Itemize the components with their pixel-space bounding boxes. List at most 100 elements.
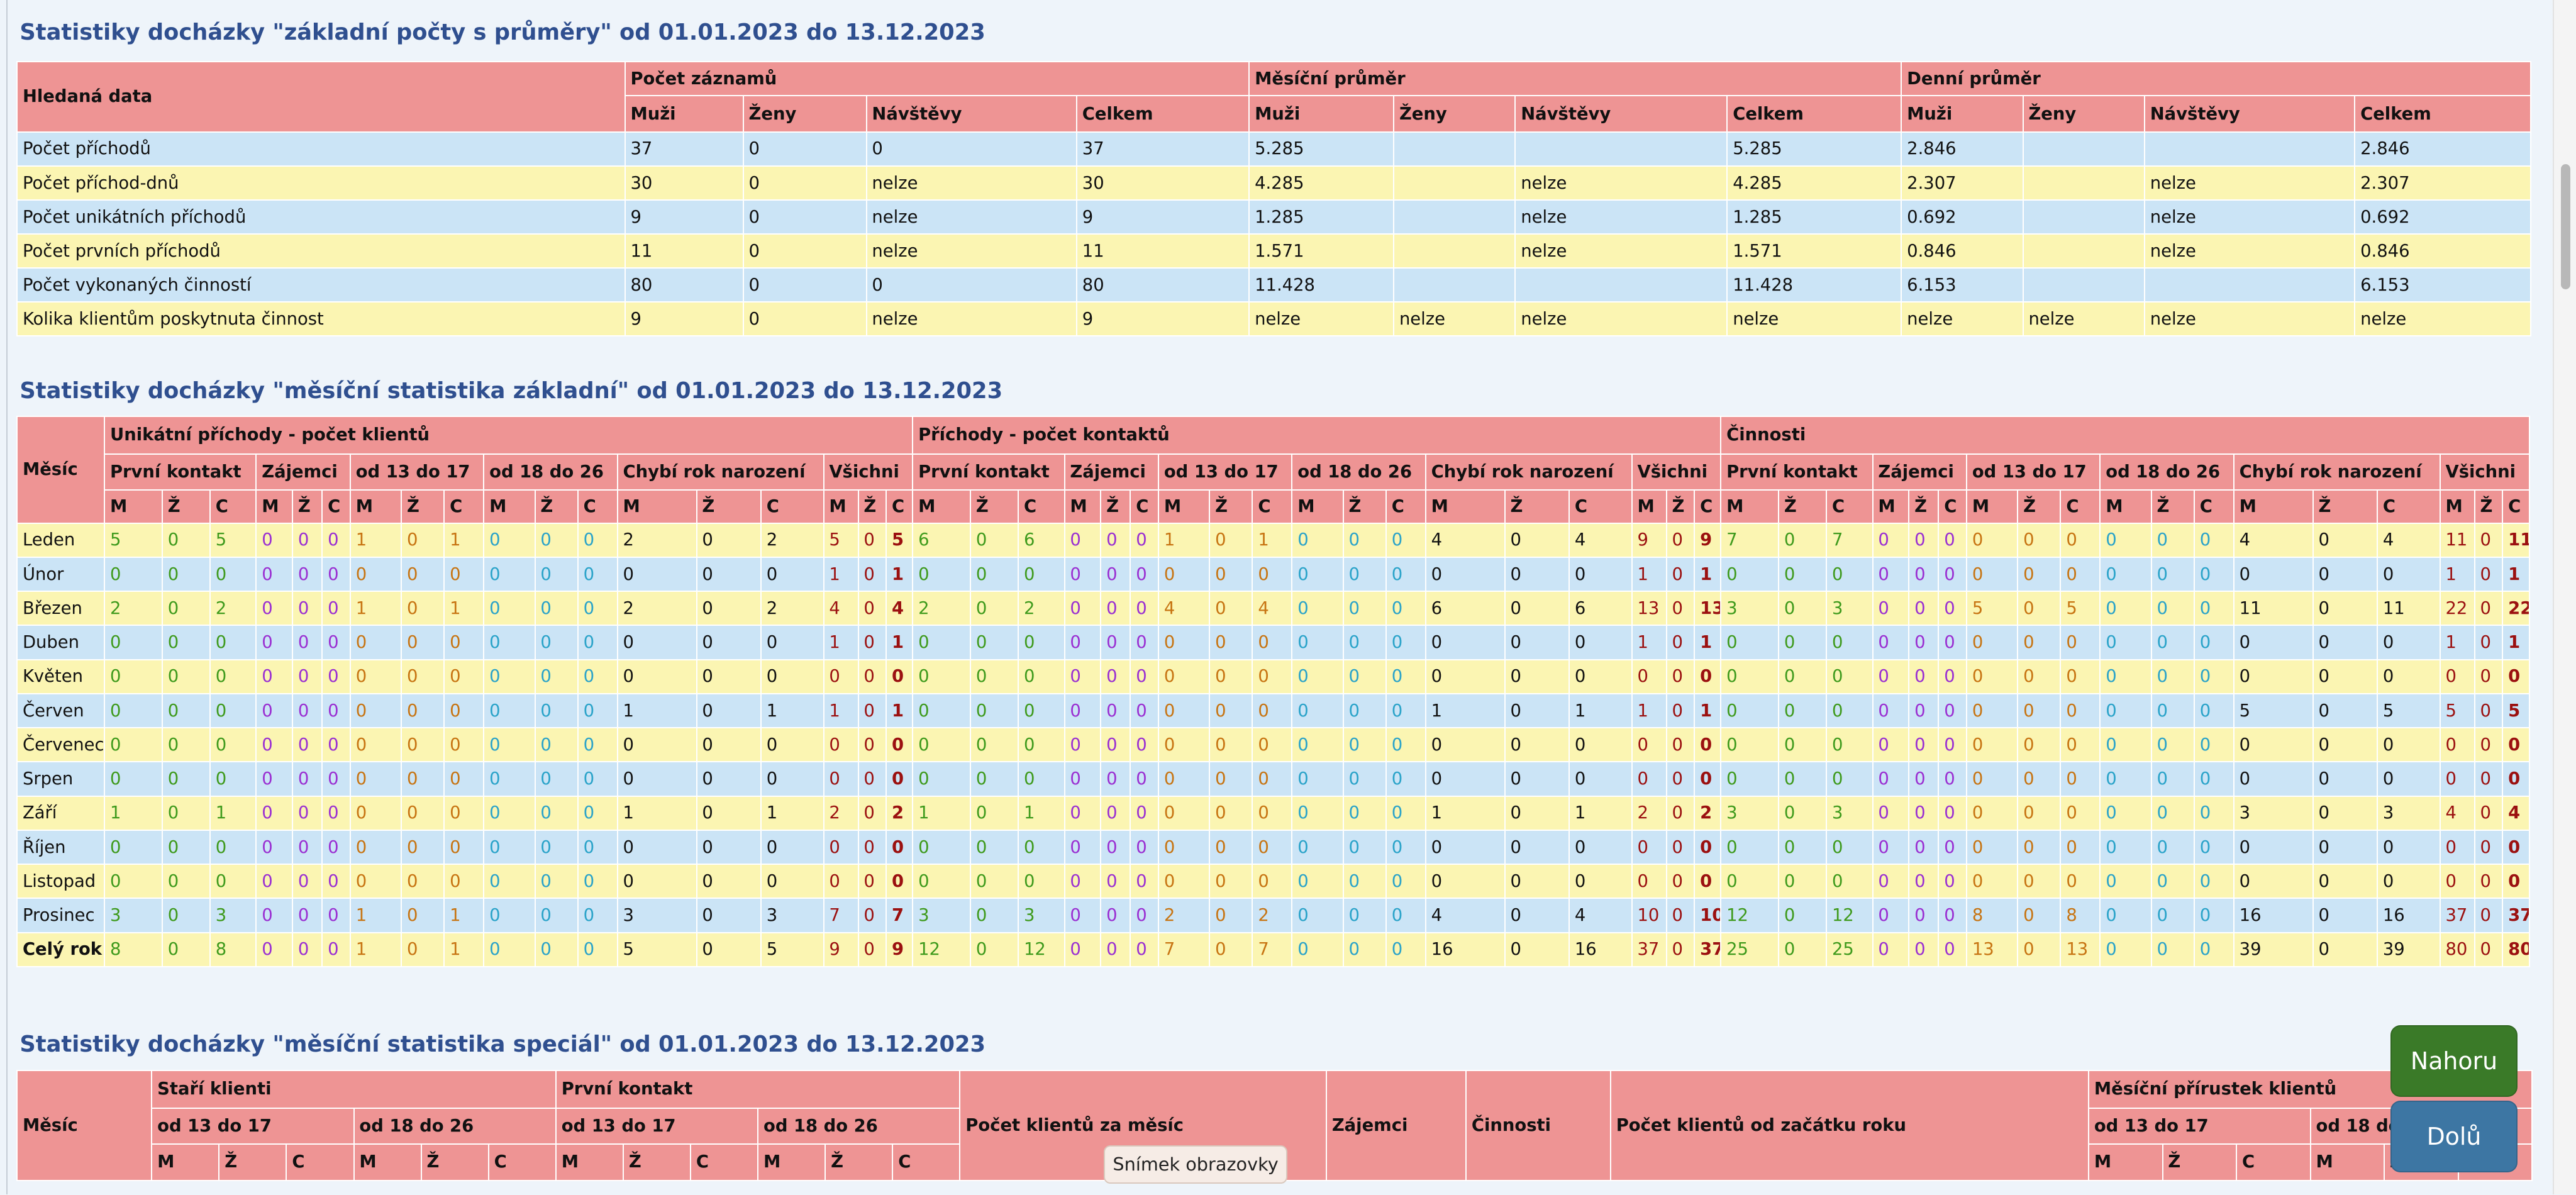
cell: nelze bbox=[1514, 301, 1728, 337]
cell: 0 bbox=[1938, 692, 1968, 729]
column-header: M bbox=[349, 489, 402, 524]
cell: 2 bbox=[760, 522, 824, 558]
cell: 0 bbox=[1291, 692, 1344, 729]
group-header: Počet klientů od začátku roku bbox=[1609, 1069, 2090, 1181]
cell: 9 bbox=[1075, 301, 1250, 337]
cell: 5.285 bbox=[1248, 131, 1395, 167]
cell: 0 bbox=[1252, 795, 1293, 831]
cell: 0 bbox=[1100, 864, 1131, 899]
group-header: Unikátní příchody - počet klientů bbox=[104, 415, 914, 455]
cell: 1 bbox=[886, 556, 914, 592]
cell: 0 bbox=[696, 591, 762, 626]
scroll-top-button[interactable]: Nahoru bbox=[2390, 1025, 2518, 1097]
cell: 0 bbox=[1631, 659, 1667, 694]
cell: 0 bbox=[823, 727, 859, 763]
cell: 4 bbox=[2233, 522, 2314, 558]
row-header: Měsíc bbox=[16, 415, 106, 524]
cell: 0 bbox=[1665, 692, 1696, 729]
subgroup-header: od 18 do 26 bbox=[757, 1107, 961, 1145]
scroll-bottom-button[interactable]: Dolů bbox=[2390, 1101, 2518, 1172]
cell: 0 bbox=[2376, 659, 2441, 694]
section-title: Statistiky docházky "základní počty s pr… bbox=[19, 19, 985, 46]
cell: 1 bbox=[209, 795, 257, 831]
cell: 0 bbox=[1063, 522, 1102, 558]
cell: 0 bbox=[1130, 795, 1160, 831]
cell: 0 bbox=[2376, 556, 2441, 592]
column-header: M bbox=[2439, 489, 2475, 524]
cell: 13 bbox=[1694, 591, 1722, 626]
scrollbar-thumb[interactable] bbox=[2560, 164, 2571, 289]
cell: 0 bbox=[1209, 692, 1253, 729]
column-header: C bbox=[1826, 489, 1874, 524]
cell: 0 bbox=[865, 131, 1077, 167]
cell: 0 bbox=[1100, 556, 1131, 592]
cell: 6.153 bbox=[2354, 267, 2531, 303]
cell: 0 bbox=[1424, 761, 1506, 797]
scrollbar[interactable] bbox=[2553, 0, 2576, 1195]
cell: 0 bbox=[1018, 761, 1065, 797]
cell: 0 bbox=[1872, 795, 1910, 831]
cell: 0 bbox=[2099, 864, 2152, 899]
cell: 0 bbox=[1130, 692, 1160, 729]
cell: 0 bbox=[349, 625, 402, 660]
column-header: M bbox=[616, 489, 697, 524]
cell: 0 bbox=[161, 795, 211, 831]
data-row: Leden 5 0 5 0 0 0 1 0 1 0 0 0 2 0 2 5 0 5 6 0 6 0 0 0 1 0 1 0 0 0 4 0 4 9 0… bbox=[16, 522, 2530, 558]
cell: 0 bbox=[1252, 659, 1293, 694]
cell: 0 bbox=[255, 931, 294, 967]
cell: 0 bbox=[1100, 898, 1131, 933]
cell: 37 bbox=[2502, 898, 2530, 933]
cell: 0 bbox=[1100, 829, 1131, 865]
cell: 0 bbox=[1665, 727, 1696, 763]
data-row: Listopad 0 0 0 0 0 0 0 0 0 0 0 0 0 0 0 0 0 0 0 0 0 0 0 0 0 0 0 0 0 0 0 0… bbox=[16, 864, 2530, 899]
cell: 0 bbox=[1063, 795, 1102, 831]
cell: 0 bbox=[1908, 727, 1940, 763]
cell: 2 bbox=[1018, 591, 1065, 626]
cell: 0 bbox=[1424, 556, 1506, 592]
cell: 9 bbox=[624, 301, 744, 337]
cell: 22 bbox=[2439, 591, 2475, 626]
cell: 0 bbox=[2017, 864, 2062, 899]
subgroup-header: od 18 do 26 bbox=[1291, 453, 1426, 491]
cell: 0 bbox=[2150, 864, 2195, 899]
cell: 0 bbox=[1291, 761, 1344, 797]
cell: 0 bbox=[443, 556, 485, 592]
cell: 0 bbox=[1826, 727, 1874, 763]
cell: 0 bbox=[696, 692, 762, 729]
column-header: Návštěvy bbox=[865, 95, 1077, 133]
cell: 4 bbox=[2439, 795, 2475, 831]
cell: 0 bbox=[104, 829, 163, 865]
group-header: Činnosti bbox=[1465, 1069, 1611, 1181]
cell: 1 bbox=[1631, 692, 1667, 729]
cell: nelze bbox=[2022, 301, 2145, 337]
cell: 0 bbox=[104, 625, 163, 660]
cell: 0 bbox=[1966, 659, 2019, 694]
cell: 0 bbox=[483, 556, 536, 592]
subgroup-header: od 18 do 26 bbox=[2099, 453, 2235, 491]
column-header: C bbox=[577, 489, 618, 524]
cell: 1 bbox=[1568, 692, 1633, 729]
cell: 0 bbox=[2017, 625, 2062, 660]
cell: 0 bbox=[1908, 931, 1940, 967]
cell: 0 bbox=[1504, 692, 1570, 729]
cell: 0 bbox=[1342, 625, 1387, 660]
cell: 0 bbox=[2233, 556, 2314, 592]
group-header: Činnosti bbox=[1720, 415, 2530, 455]
cell: 0 bbox=[2150, 795, 2195, 831]
cell: 0 bbox=[616, 761, 697, 797]
cell: 0 bbox=[1504, 931, 1570, 967]
column-header: M bbox=[353, 1143, 422, 1181]
row-label: Kolika klientům poskytnuta činnost bbox=[16, 301, 626, 337]
cell: 0 bbox=[1872, 898, 1910, 933]
data-row: Kolika klientům poskytnuta činnost 9 0 nelz… bbox=[16, 301, 2531, 337]
column-header: Návštěvy bbox=[1514, 95, 1728, 133]
cell: 0 bbox=[2233, 829, 2314, 865]
cell: 0 bbox=[2193, 625, 2235, 660]
cell: 1 bbox=[2439, 625, 2475, 660]
column-header: Muži bbox=[1901, 95, 2024, 133]
cell: 0 bbox=[2473, 898, 2504, 933]
cell: 1 bbox=[349, 522, 402, 558]
table-body: Počet příchodů 37 0 0 37 5.285 5.285 2.846 2.846… bbox=[16, 131, 2531, 337]
column-header: C bbox=[487, 1143, 557, 1181]
cell: 4 bbox=[1424, 522, 1506, 558]
